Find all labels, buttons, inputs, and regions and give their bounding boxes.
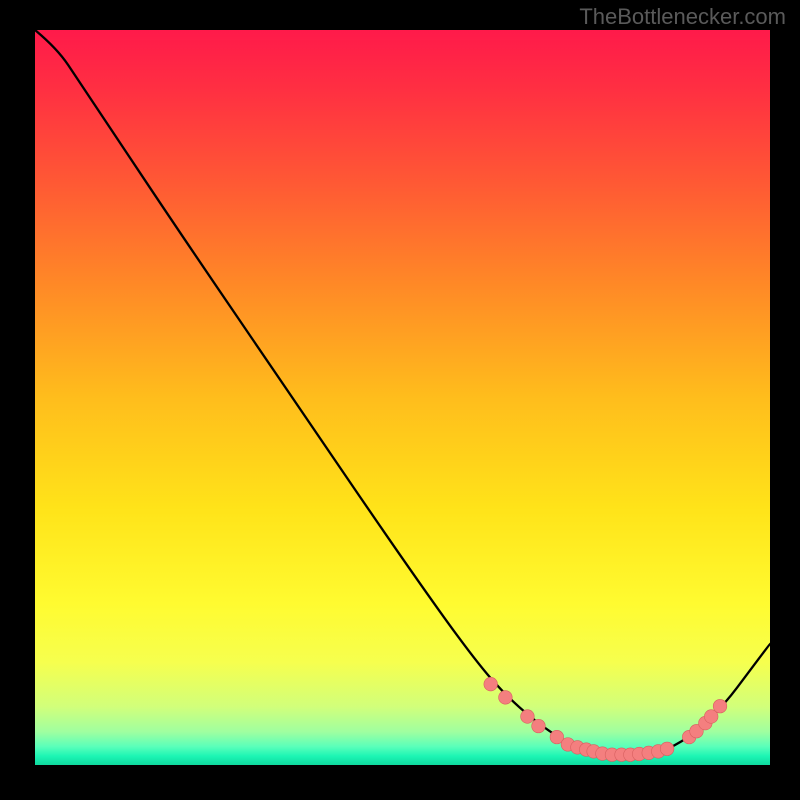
curve-marker: [660, 742, 674, 756]
curve-layer: [35, 30, 770, 765]
attribution-text: TheBottlenecker.com: [579, 4, 786, 30]
bottleneck-curve: [35, 30, 770, 755]
stage: TheBottlenecker.com: [0, 0, 800, 800]
plot-area: [35, 30, 770, 765]
curve-markers: [484, 677, 727, 761]
curve-marker: [484, 677, 498, 691]
curve-marker: [499, 691, 513, 705]
curve-marker: [713, 699, 727, 713]
curve-marker: [521, 710, 535, 724]
curve-marker: [532, 719, 546, 733]
